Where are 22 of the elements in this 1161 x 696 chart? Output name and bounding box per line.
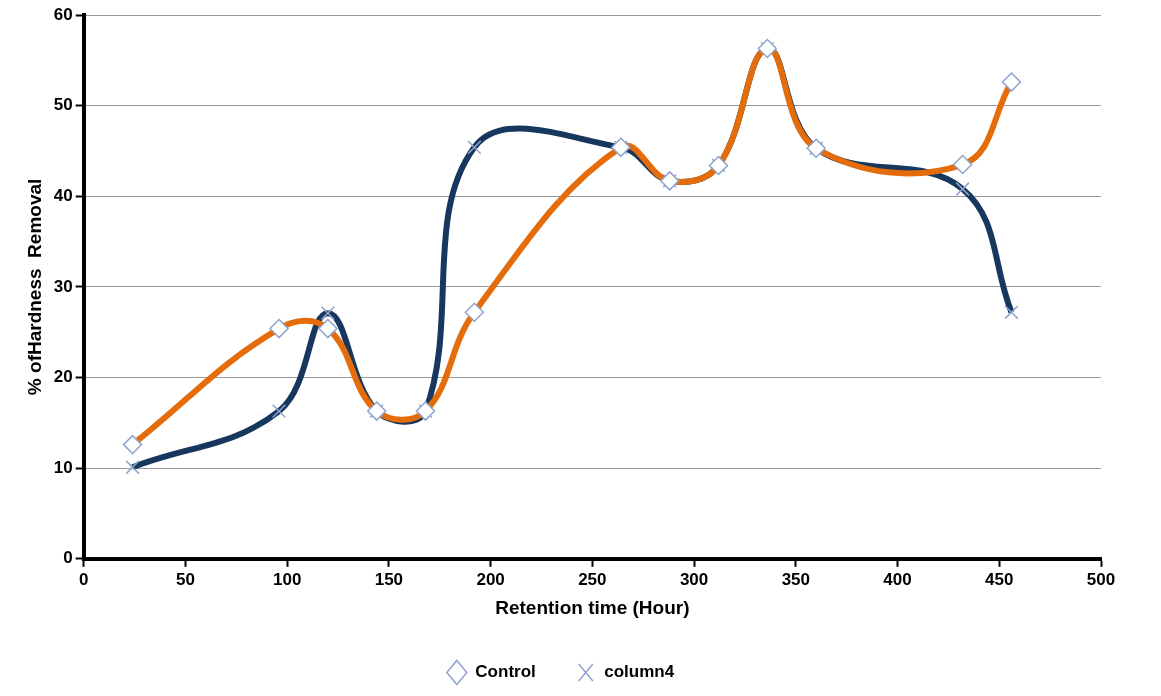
x-tick-label: 300: [679, 569, 709, 589]
y-tick-label: 10: [53, 457, 73, 477]
legend-label: Control: [475, 662, 536, 682]
y-tick-label: 30: [53, 276, 73, 296]
legend-label: column4: [604, 662, 675, 682]
x-axis-title: Retention time (Hour): [495, 596, 690, 618]
y-tick-label: 60: [53, 4, 73, 24]
x-tick-label: 400: [883, 569, 912, 589]
y-tick-label: 50: [53, 95, 73, 115]
y-tick-label: 40: [53, 185, 73, 205]
x-tick-label: 0: [78, 569, 89, 589]
x-tick-label: 450: [985, 569, 1014, 589]
x-tick-label: 250: [578, 569, 607, 589]
y-tick-label: 20: [53, 367, 73, 387]
y-axis-title: % ofHardness Removal: [23, 178, 45, 396]
x-tick-label: 50: [175, 569, 195, 589]
x-tick-label: 350: [781, 569, 810, 589]
x-tick-label: 150: [374, 569, 404, 589]
x-tick-label: 100: [272, 569, 302, 589]
y-tick-label: 0: [63, 548, 73, 568]
x-tick-label: 500: [1086, 569, 1116, 589]
x-tick-label: 200: [476, 569, 505, 589]
